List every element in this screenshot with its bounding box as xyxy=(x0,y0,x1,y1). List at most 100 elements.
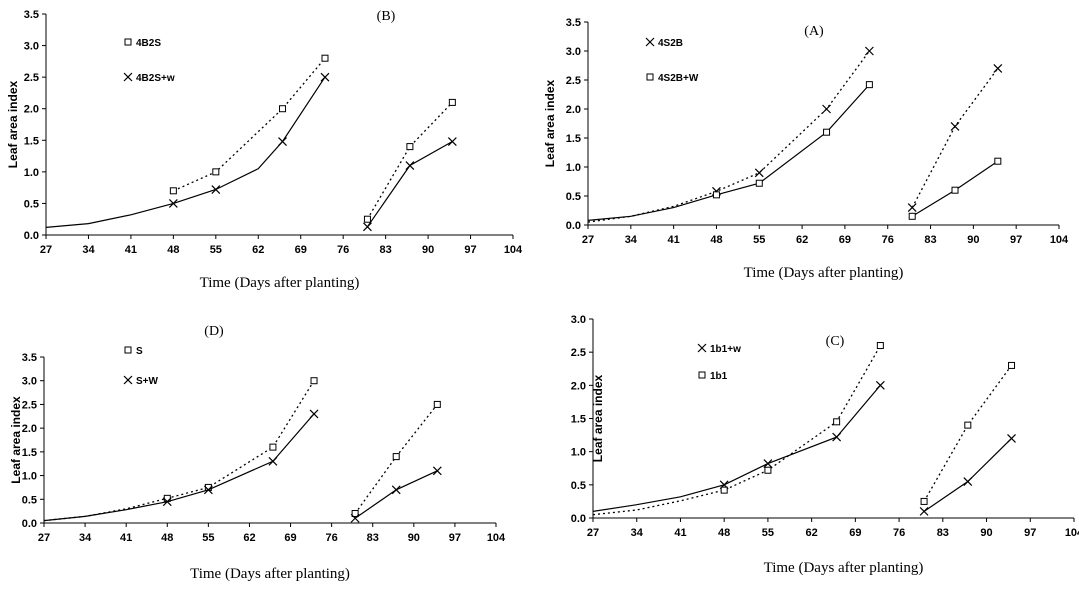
data-point xyxy=(279,105,287,113)
x-axis-label: Time (Days after planting) xyxy=(200,275,360,291)
y-tick-label: 2.5 xyxy=(571,347,586,359)
x-tick-label: 48 xyxy=(710,234,722,246)
x-tick-label: 41 xyxy=(120,532,132,544)
x-tick-label: 76 xyxy=(882,234,894,246)
legend-label: 1b1 xyxy=(710,371,728,382)
data-point xyxy=(310,377,318,385)
x-tick-label: 55 xyxy=(202,532,214,544)
y-tick-label: 0.0 xyxy=(571,513,586,525)
series-line xyxy=(354,470,438,519)
series-0 xyxy=(592,380,1016,516)
y-tick-label: 1.5 xyxy=(571,414,586,426)
x-tick-label: 83 xyxy=(924,234,936,246)
data-point xyxy=(964,421,972,429)
x-tick-label: 55 xyxy=(753,234,765,246)
x-tick-label: 62 xyxy=(243,532,255,544)
data-point xyxy=(865,81,873,89)
series-line xyxy=(592,384,881,512)
y-tick-label: 1.5 xyxy=(24,135,39,147)
data-point xyxy=(908,212,916,220)
x-tick-label: 48 xyxy=(718,527,730,539)
x-tick-label: 34 xyxy=(79,532,92,544)
legend-marker xyxy=(646,73,654,81)
x-axis-label: Time (Days after planting) xyxy=(744,265,904,281)
y-tick-label: 0.0 xyxy=(566,220,581,232)
data-point xyxy=(448,98,456,106)
data-point xyxy=(391,485,401,495)
data-point xyxy=(763,459,773,469)
data-point xyxy=(919,506,929,516)
y-tick-label: 0.5 xyxy=(566,191,581,203)
panel-title: (D) xyxy=(204,324,224,339)
data-point xyxy=(406,143,414,151)
y-tick-label: 1.0 xyxy=(571,447,586,459)
panel-c: 0.0 0.5 1.0 1.5 2.0 2.5 3.0 27 34 41 48 55 62 69 76 83 9… xyxy=(540,295,1079,589)
data-point xyxy=(875,380,885,390)
data-point xyxy=(163,494,171,502)
legend-label: 4S2B xyxy=(658,38,683,49)
y-tick-label: 2.0 xyxy=(24,104,39,116)
y-tick-label: 2.0 xyxy=(22,423,37,435)
series-line xyxy=(45,76,326,228)
x-tick-label: 62 xyxy=(796,234,808,246)
data-point xyxy=(994,157,1002,165)
x-tick-label: 83 xyxy=(367,532,379,544)
legend-marker xyxy=(124,346,132,354)
x-tick-label: 83 xyxy=(937,527,949,539)
series-line xyxy=(43,380,315,522)
data-point xyxy=(309,409,319,419)
y-tick-label: 2.5 xyxy=(566,75,581,87)
x-tick-label: 27 xyxy=(38,532,50,544)
panel-title: (B) xyxy=(377,9,396,24)
data-point xyxy=(823,128,831,136)
series-1 xyxy=(45,72,457,232)
x-tick-label: 34 xyxy=(631,527,644,539)
data-point xyxy=(169,187,177,195)
x-tick-label: 34 xyxy=(82,244,95,256)
x-tick-label: 97 xyxy=(1024,527,1036,539)
y-axis-label: Leaf area index xyxy=(591,374,605,462)
y-tick-label: 0.0 xyxy=(24,230,39,242)
data-point xyxy=(993,63,1003,73)
x-tick-label: 62 xyxy=(252,244,264,256)
data-point xyxy=(920,497,928,505)
data-point xyxy=(432,466,442,476)
x-tick-label: 104 xyxy=(504,244,523,256)
legend-marker xyxy=(697,343,707,353)
x-tick-label: 104 xyxy=(1050,234,1069,246)
x-tick-label: 76 xyxy=(893,527,905,539)
y-tick-label: 2.0 xyxy=(566,104,581,116)
x-tick-label: 90 xyxy=(980,527,992,539)
legend-label: 4B2S xyxy=(136,38,161,49)
y-tick-label: 1.0 xyxy=(566,162,581,174)
y-tick-label: 2.0 xyxy=(571,380,586,392)
legend-marker xyxy=(123,72,133,82)
series-line xyxy=(173,57,326,192)
y-tick-label: 3.0 xyxy=(24,41,39,53)
x-tick-label: 27 xyxy=(40,244,52,256)
data-point xyxy=(363,215,371,223)
x-axis-label: Time (Days after planting) xyxy=(764,560,924,576)
y-tick-label: 3.0 xyxy=(22,376,37,388)
x-tick-label: 69 xyxy=(839,234,851,246)
y-tick-label: 2.5 xyxy=(22,399,37,411)
data-point xyxy=(269,443,277,451)
data-point xyxy=(951,186,959,194)
legend-label: 4S2B+W xyxy=(658,73,699,84)
data-point xyxy=(162,497,172,507)
x-tick-label: 48 xyxy=(161,532,173,544)
data-point xyxy=(754,168,764,178)
series-1 xyxy=(592,342,1016,516)
y-tick-label: 0.0 xyxy=(22,518,37,530)
x-tick-label: 62 xyxy=(806,527,818,539)
x-tick-label: 104 xyxy=(1065,527,1079,539)
data-point xyxy=(876,342,884,350)
y-tick-label: 1.0 xyxy=(22,471,37,483)
data-point xyxy=(950,121,960,131)
x-tick-label: 97 xyxy=(1010,234,1022,246)
data-point xyxy=(350,513,360,523)
y-axis-label: Leaf area index xyxy=(6,80,20,168)
x-tick-label: 27 xyxy=(582,234,594,246)
y-tick-label: 0.5 xyxy=(22,494,37,506)
x-tick-label: 90 xyxy=(408,532,420,544)
